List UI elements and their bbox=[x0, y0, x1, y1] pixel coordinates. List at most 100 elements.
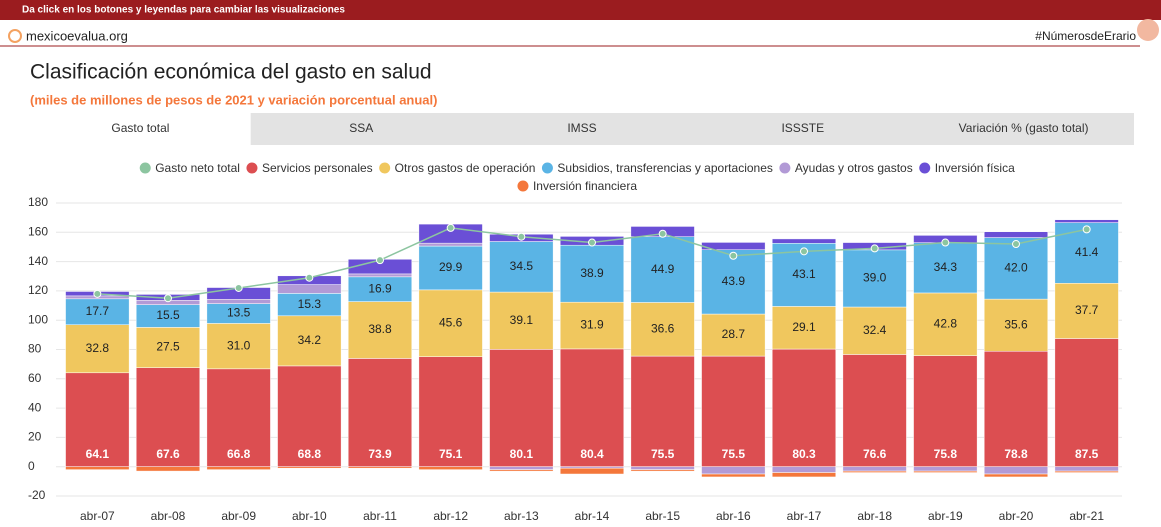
bar-segment bbox=[984, 474, 1048, 477]
bar-segment bbox=[490, 470, 554, 471]
data-label: 80.4 bbox=[580, 447, 604, 461]
data-label: 37.7 bbox=[1075, 303, 1099, 317]
tab[interactable]: Variación % (gasto total) bbox=[913, 113, 1134, 145]
line-point bbox=[1013, 241, 1020, 248]
legend-label[interactable]: Subsidios, transferencias y aportaciones bbox=[557, 161, 772, 175]
line-point bbox=[377, 257, 384, 264]
data-label: 15.3 bbox=[298, 297, 322, 311]
legend-item[interactable]: Otros gastos de operación bbox=[379, 161, 535, 175]
x-tick-label: abr-12 bbox=[433, 509, 468, 523]
data-label: 27.5 bbox=[156, 340, 180, 354]
mascot-icon bbox=[1137, 19, 1159, 41]
tab[interactable]: IMSS bbox=[472, 113, 693, 145]
y-tick-label: 0 bbox=[28, 459, 35, 473]
legend-swatch[interactable] bbox=[779, 163, 790, 174]
tab[interactable]: SSA bbox=[251, 113, 472, 145]
y-tick-label: -20 bbox=[28, 488, 46, 502]
line-point bbox=[447, 224, 454, 231]
legend-item[interactable]: Servicios personales bbox=[246, 161, 372, 175]
bar-segment bbox=[702, 467, 766, 474]
legend-swatch[interactable] bbox=[140, 163, 151, 174]
bar-segment bbox=[1055, 467, 1119, 471]
logo-icon bbox=[9, 30, 21, 42]
hashtag: #NúmerosdeErario bbox=[1035, 29, 1136, 43]
data-label: 42.8 bbox=[934, 316, 958, 330]
legend-swatch[interactable] bbox=[246, 163, 257, 174]
data-label: 68.8 bbox=[298, 447, 322, 461]
legend-label[interactable]: Otros gastos de operación bbox=[395, 161, 536, 175]
site-name: mexicoevalua.org bbox=[26, 28, 128, 43]
data-label: 87.5 bbox=[1075, 447, 1099, 461]
bar-segment bbox=[702, 474, 766, 477]
tab-label[interactable]: Gasto total bbox=[111, 121, 169, 135]
tab[interactable]: Gasto total bbox=[30, 113, 251, 145]
tab[interactable]: ISSSTE bbox=[692, 113, 913, 145]
bar-segment bbox=[772, 239, 836, 243]
legend-item[interactable]: Subsidios, transferencias y aportaciones bbox=[542, 161, 773, 175]
y-tick-label: 80 bbox=[28, 342, 42, 356]
legend-label[interactable]: Inversión financiera bbox=[533, 179, 637, 193]
bar-segment bbox=[843, 467, 907, 471]
bar-segment bbox=[278, 467, 342, 468]
legend-item[interactable]: Inversión física bbox=[919, 161, 1015, 175]
x-tick-label: abr-10 bbox=[292, 509, 327, 523]
bar-segment bbox=[772, 473, 836, 477]
data-label: 76.6 bbox=[863, 447, 887, 461]
tab-label[interactable]: Variación % (gasto total) bbox=[959, 121, 1089, 135]
bar-segment bbox=[1055, 220, 1119, 223]
data-label: 64.1 bbox=[86, 447, 110, 461]
data-label: 39.0 bbox=[863, 271, 887, 285]
data-label: 75.5 bbox=[722, 447, 746, 461]
legend-item[interactable]: Ayudas y otros gastos bbox=[779, 161, 912, 175]
y-tick-label: 140 bbox=[28, 254, 48, 268]
data-label: 43.1 bbox=[792, 267, 816, 281]
data-label: 34.3 bbox=[934, 260, 958, 274]
banner-text: Da click en los botones y leyendas para … bbox=[22, 5, 345, 16]
data-label: 45.6 bbox=[439, 315, 463, 329]
tab-label[interactable]: IMSS bbox=[567, 121, 596, 135]
data-label: 29.1 bbox=[792, 320, 816, 334]
data-label: 31.0 bbox=[227, 338, 251, 352]
tab-label[interactable]: SSA bbox=[349, 121, 373, 135]
data-label: 43.9 bbox=[722, 274, 746, 288]
data-label: 31.9 bbox=[580, 318, 604, 332]
data-label: 15.5 bbox=[156, 308, 180, 322]
bar-segment bbox=[348, 467, 412, 468]
data-label: 39.1 bbox=[510, 313, 534, 327]
line-point bbox=[306, 274, 313, 281]
data-label: 75.8 bbox=[934, 447, 958, 461]
x-tick-label: abr-11 bbox=[363, 509, 397, 523]
data-label: 38.8 bbox=[368, 322, 392, 336]
line-point bbox=[589, 239, 596, 246]
legend-label[interactable]: Ayudas y otros gastos bbox=[795, 161, 913, 175]
legend-swatch[interactable] bbox=[542, 163, 553, 174]
y-tick-label: 60 bbox=[28, 371, 42, 385]
data-label: 73.9 bbox=[368, 447, 392, 461]
y-tick-label: 120 bbox=[28, 283, 48, 297]
data-label: 32.4 bbox=[863, 323, 887, 337]
legend-label[interactable]: Servicios personales bbox=[262, 161, 373, 175]
legend-label[interactable]: Gasto neto total bbox=[155, 161, 240, 175]
data-label: 29.9 bbox=[439, 260, 463, 274]
x-tick-label: abr-17 bbox=[787, 509, 822, 523]
y-tick-label: 180 bbox=[28, 195, 48, 209]
line-point bbox=[235, 284, 242, 291]
data-label: 44.9 bbox=[651, 262, 675, 276]
data-label: 75.5 bbox=[651, 447, 675, 461]
legend-swatch[interactable] bbox=[379, 163, 390, 174]
data-label: 41.4 bbox=[1075, 245, 1099, 259]
data-label: 32.8 bbox=[86, 341, 110, 355]
line-point bbox=[94, 290, 101, 297]
page: Da click en los botones y leyendas para … bbox=[0, 0, 1161, 527]
legend-swatch[interactable] bbox=[919, 163, 930, 174]
legend-swatch[interactable] bbox=[517, 181, 528, 192]
line-point bbox=[730, 252, 737, 259]
line-point bbox=[801, 248, 808, 255]
data-label: 78.8 bbox=[1004, 447, 1028, 461]
legend-label[interactable]: Inversión física bbox=[935, 161, 1015, 175]
bar-segment bbox=[631, 467, 695, 470]
tab-label[interactable]: ISSSTE bbox=[781, 121, 824, 135]
data-label: 16.9 bbox=[368, 281, 392, 295]
legend-item[interactable]: Inversión financiera bbox=[517, 179, 637, 193]
legend-item[interactable]: Gasto neto total bbox=[140, 161, 240, 175]
